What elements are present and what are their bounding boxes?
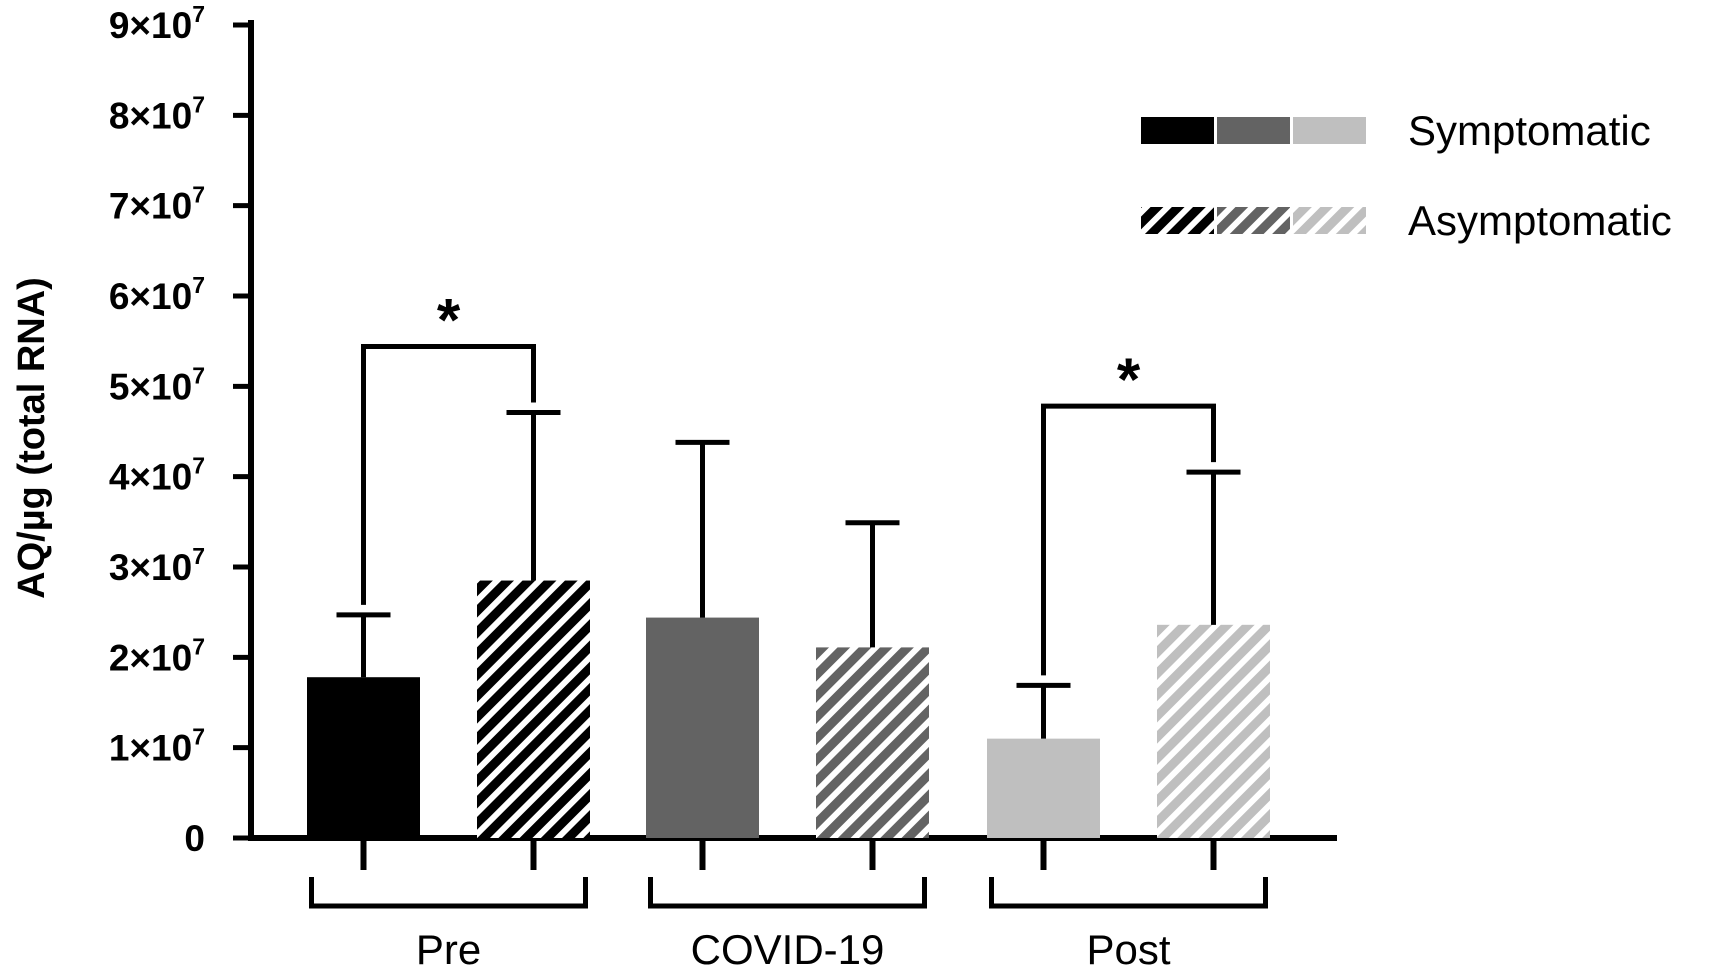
bar-asymptomatic-pre [477,580,590,838]
group-label-covid-19: COVID-19 [691,926,885,972]
legend-swatch-symptomatic [1293,117,1366,144]
legend: Symptomatic Asymptomatic [1141,107,1672,244]
significance-marker: * [437,287,461,354]
y-tick-label: 8×107 [109,91,205,136]
y-tick-label: 5×107 [109,362,205,407]
y-axis-title: AQ/µg (total RNA) [11,277,53,599]
group-label-pre: Pre [416,926,481,972]
y-tick-label: 2×107 [109,633,205,678]
significance-marker: * [1117,346,1141,413]
group-bracket [989,877,1268,909]
bar-asymptomatic-covid-19 [816,647,929,838]
bar-symptomatic-post [987,738,1100,838]
y-tick-label: 1×107 [109,724,205,769]
y-tick-label: 3×107 [109,543,205,588]
legend-label-symptomatic: Symptomatic [1408,107,1651,154]
legend-swatch-asymptomatic [1293,207,1366,234]
legend-swatch-symptomatic [1217,117,1290,144]
y-tick-label: 4×107 [109,453,205,498]
legend-swatch-asymptomatic [1141,207,1214,234]
y-tick-label: 6×107 [109,272,205,317]
group-bracket [648,877,927,909]
bar-asymptomatic-post [1157,624,1270,838]
y-tick-label: 9×107 [109,1,205,46]
significance-bracket [361,344,536,605]
group-label-post: Post [1086,926,1170,972]
group-bracket [309,877,588,909]
y-tick-label: 7×107 [109,182,205,227]
legend-swatch-asymptomatic [1217,207,1290,234]
bar-symptomatic-covid-19 [646,617,759,838]
significance-bracket [1041,403,1216,676]
legend-swatch-symptomatic [1141,117,1214,144]
plot-area: 0 1×107 2×107 3×107 4×107 5×107 6×107 7×107 8×10… [11,1,1337,972]
y-tick-label: 0 [184,818,205,859]
bar-symptomatic-pre [307,677,420,838]
legend-label-asymptomatic: Asymptomatic [1408,197,1672,244]
